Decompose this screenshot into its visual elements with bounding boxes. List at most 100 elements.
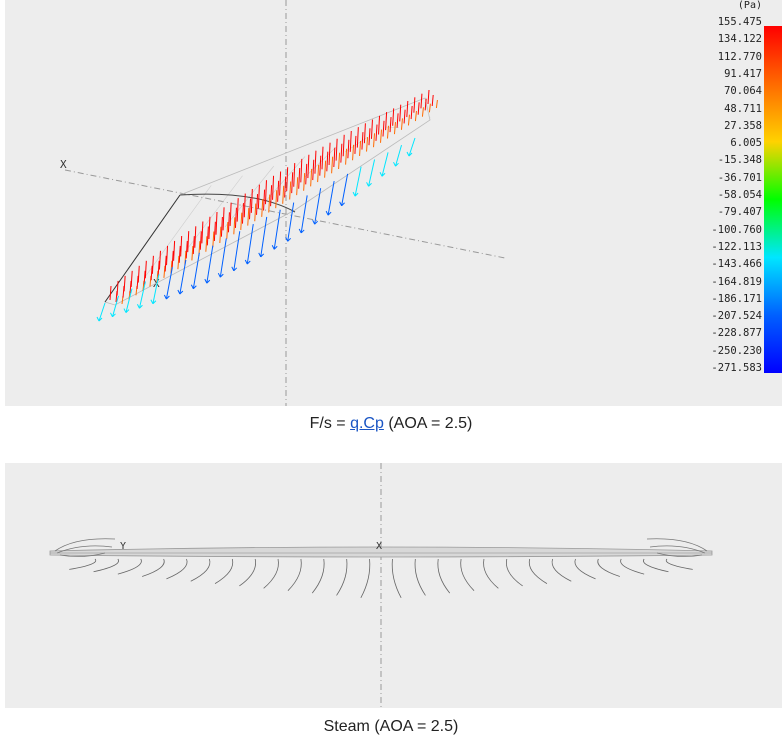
vector-arrowhead: [285, 237, 292, 242]
suction-vector: [260, 216, 268, 257]
q-cp-link[interactable]: q.Cp: [350, 415, 384, 432]
pressure-vector: [421, 107, 424, 117]
caption-prefix: F/s =: [309, 415, 351, 432]
suction-vector: [354, 166, 362, 197]
pressure-vector: [156, 270, 159, 283]
axis-label-x-bottom: X: [376, 541, 382, 552]
pressure-vector: [180, 235, 183, 257]
legend-value: -143.466: [711, 258, 762, 271]
pressure-vector: [229, 202, 232, 226]
pressure-vector: [240, 212, 243, 230]
pressure-vector: [171, 250, 174, 268]
pressure-vector: [392, 108, 395, 126]
right-tip-curl: [646, 538, 708, 557]
pressure-vector: [363, 123, 366, 144]
suction-vector: [111, 295, 119, 317]
suction-vector: [152, 274, 160, 304]
pressure-vector: [137, 265, 140, 283]
pressure-vector: [370, 119, 373, 139]
streamline: [142, 558, 165, 577]
pressure-vector: [296, 177, 299, 196]
pressure-vector: [406, 100, 409, 118]
pressure-vector: [375, 124, 378, 141]
streamline: [239, 558, 257, 587]
pressure-vector: [324, 160, 327, 178]
vector-arrowhead: [366, 182, 372, 187]
suction-vector: [327, 180, 335, 216]
pressure-vector: [149, 275, 152, 287]
figure-caption-bottom: Steam (AOA = 2.5): [0, 718, 782, 736]
pressure-vector: [206, 226, 209, 246]
legend-value: -58.054: [717, 189, 762, 201]
streamline: [214, 558, 234, 584]
streamline: [311, 558, 325, 594]
pressure-vector: [268, 194, 271, 213]
pressure-vector: [431, 94, 434, 107]
legend-value: -100.760: [711, 223, 762, 236]
mesh-line: [224, 165, 274, 228]
pressure-vector: [136, 275, 139, 289]
streamline: [117, 558, 142, 575]
pressure-vector: [163, 265, 166, 278]
pressure-vector: [319, 155, 322, 176]
pressure-vector: [222, 207, 225, 231]
vector-arrowhead: [244, 259, 251, 265]
vector-arrowhead: [271, 245, 278, 250]
vector-arrowhead: [258, 252, 265, 258]
caption-suffix: (AOA = 2.5): [383, 415, 473, 432]
pressure-vector: [261, 199, 264, 217]
pressure-vector: [150, 265, 153, 281]
pressure-vector: [249, 198, 252, 220]
pressure-vector: [277, 180, 280, 202]
legend-value: 91.417: [724, 67, 762, 80]
wing-3d-view: XX: [60, 0, 506, 406]
pressure-vector: [400, 118, 403, 130]
pressure-vector: [143, 270, 146, 285]
streamline: [69, 558, 97, 570]
pressure-vector: [410, 105, 413, 120]
vector-arrowhead: [150, 299, 157, 305]
pressure-vector: [289, 181, 292, 200]
axis-label-x: X: [60, 158, 67, 171]
pressure-vector: [130, 270, 133, 287]
streamline: [360, 558, 371, 599]
mesh-line: [384, 126, 399, 128]
pressure-vector: [192, 236, 195, 255]
pressure-vector: [298, 168, 301, 189]
pressure-vector: [272, 175, 275, 200]
pressure-vector: [326, 151, 329, 172]
pressure-vector: [331, 156, 334, 174]
vector-arrowhead: [217, 272, 224, 278]
pressure-vector: [129, 280, 132, 294]
pressure-vector: [212, 231, 215, 248]
pressure-vector: [300, 158, 303, 183]
suction-vector: [287, 202, 295, 242]
suction-vector: [192, 252, 200, 289]
suction-vector: [368, 159, 376, 187]
legend-value: -36.701: [717, 171, 762, 184]
pressure-vector: [347, 139, 350, 159]
legend-value: 155.475: [717, 16, 762, 28]
wing-section: [49, 546, 713, 558]
pressure-vector: [303, 173, 306, 191]
legend-value: -15.348: [717, 154, 762, 167]
pressure-vector: [205, 236, 208, 252]
pressure-vector: [428, 103, 431, 113]
pressure-vector: [403, 109, 406, 124]
pressure-vector: [166, 245, 169, 266]
vector-arrowhead: [110, 312, 116, 318]
x-axis-line: [64, 169, 506, 259]
pressure-vector: [380, 129, 383, 143]
suction-vector: [206, 245, 214, 284]
legend-value: 48.711: [724, 102, 762, 115]
streamline: [505, 558, 523, 587]
suction-vector: [125, 288, 133, 313]
pressure-vector: [194, 226, 197, 248]
pressure-vector: [317, 164, 320, 183]
legend-value: -186.171: [711, 292, 762, 305]
suction-vector: [179, 259, 187, 295]
pressure-vector: [199, 231, 202, 250]
legend-unit: (Pa): [737, 0, 762, 11]
mesh-line: [144, 185, 212, 278]
